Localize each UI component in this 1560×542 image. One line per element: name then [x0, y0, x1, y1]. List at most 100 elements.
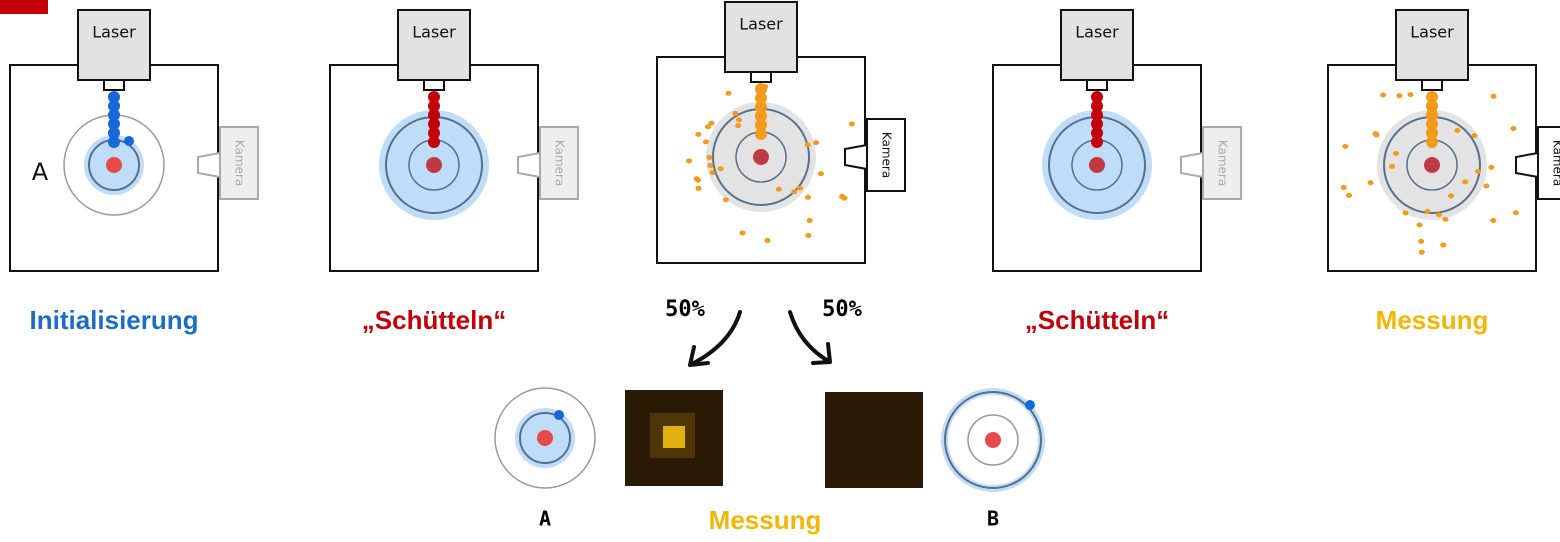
- photon: [1389, 164, 1395, 169]
- laser-label: Laser: [92, 23, 136, 42]
- laser-nozzle: [104, 80, 124, 90]
- photon: [1403, 210, 1409, 215]
- laser: [1061, 10, 1133, 80]
- photon: [1346, 193, 1352, 198]
- step-label: „Schütteln“: [362, 305, 506, 335]
- photon: [807, 218, 813, 223]
- nucleus: [1424, 157, 1440, 173]
- photon: [686, 158, 692, 163]
- camera-label: Kamera: [553, 140, 567, 186]
- nucleus: [106, 157, 122, 173]
- photon: [1436, 212, 1442, 217]
- camera-label: Kamera: [1551, 140, 1560, 186]
- probability: 50%: [822, 297, 862, 322]
- camera-image: [825, 392, 923, 488]
- photon: [725, 91, 731, 96]
- photon: [710, 170, 716, 175]
- laser-nozzle: [751, 72, 771, 82]
- nucleus: [1089, 157, 1105, 173]
- photon: [1513, 210, 1519, 215]
- photon: [1368, 180, 1374, 185]
- nucleus: [985, 432, 1001, 448]
- photon: [1341, 185, 1347, 190]
- photon: [805, 233, 811, 238]
- photon: [1511, 126, 1517, 131]
- outcome-title: Messung: [709, 505, 822, 535]
- laser-beam: [1091, 136, 1103, 148]
- photon: [736, 117, 742, 122]
- photon: [1418, 239, 1424, 244]
- photon: [707, 163, 713, 168]
- laser-label: Laser: [739, 15, 783, 34]
- atom-label: A: [32, 158, 49, 186]
- electron: [1025, 400, 1035, 410]
- photon: [1442, 217, 1448, 222]
- photon: [1372, 131, 1378, 136]
- laser-nozzle: [1422, 80, 1442, 90]
- photon: [1454, 128, 1460, 133]
- photon: [696, 186, 702, 191]
- step-label: „Schütteln“: [1025, 305, 1169, 335]
- camera-label: Kamera: [880, 132, 894, 178]
- outcome-label: B: [987, 507, 999, 531]
- laser: [1396, 10, 1468, 80]
- camera-label: Kamera: [1216, 140, 1230, 186]
- photon: [708, 121, 714, 126]
- photon: [1380, 92, 1386, 97]
- laser-beam: [1426, 136, 1438, 148]
- camera-lens: [1516, 153, 1538, 177]
- photon: [718, 166, 724, 171]
- laser-beam: [428, 136, 440, 148]
- photon: [841, 196, 847, 201]
- laser-label: Laser: [1075, 23, 1119, 42]
- logo-corner: [0, 0, 48, 14]
- photon: [818, 171, 824, 176]
- photon: [1440, 242, 1446, 247]
- photon: [849, 121, 855, 126]
- laser-nozzle: [424, 80, 444, 90]
- laser-label: Laser: [412, 23, 456, 42]
- photon: [740, 230, 746, 235]
- photon: [805, 142, 811, 147]
- probability: 50%: [665, 297, 705, 322]
- photon: [703, 139, 709, 144]
- photon: [1462, 179, 1468, 184]
- photon: [776, 187, 782, 192]
- camera-lens: [198, 153, 220, 177]
- laser: [725, 2, 797, 72]
- camera-lens: [1181, 153, 1203, 177]
- photon: [735, 123, 741, 128]
- photon: [805, 195, 811, 200]
- photon: [1424, 209, 1430, 214]
- photon: [1417, 223, 1423, 228]
- photon: [1471, 133, 1477, 138]
- laser-label: Laser: [1410, 23, 1454, 42]
- laser-nozzle: [1087, 80, 1107, 90]
- nucleus: [537, 430, 553, 446]
- electron: [124, 136, 134, 146]
- laser: [78, 10, 150, 80]
- photon: [1448, 193, 1454, 198]
- nucleus: [426, 157, 442, 173]
- photon: [1488, 165, 1494, 170]
- photon: [1393, 151, 1399, 156]
- photon: [1490, 218, 1496, 223]
- photon: [1475, 169, 1481, 174]
- photon: [1491, 94, 1497, 99]
- step-label: Initialisierung: [29, 305, 198, 335]
- photon: [1483, 183, 1489, 188]
- photon: [813, 140, 819, 145]
- bright-pixel: [663, 426, 685, 448]
- photon: [1419, 250, 1425, 255]
- diagram: 50% 50% A B Messung KameraALaserInitiali…: [0, 0, 1560, 542]
- photon: [732, 111, 738, 116]
- photon: [1342, 144, 1348, 149]
- camera-lens: [518, 153, 540, 177]
- photon: [695, 132, 701, 137]
- photon: [1407, 92, 1413, 97]
- photon: [723, 197, 729, 202]
- nucleus: [753, 149, 769, 165]
- step-label: Messung: [1376, 305, 1489, 335]
- laser: [398, 10, 470, 80]
- photon: [695, 178, 701, 183]
